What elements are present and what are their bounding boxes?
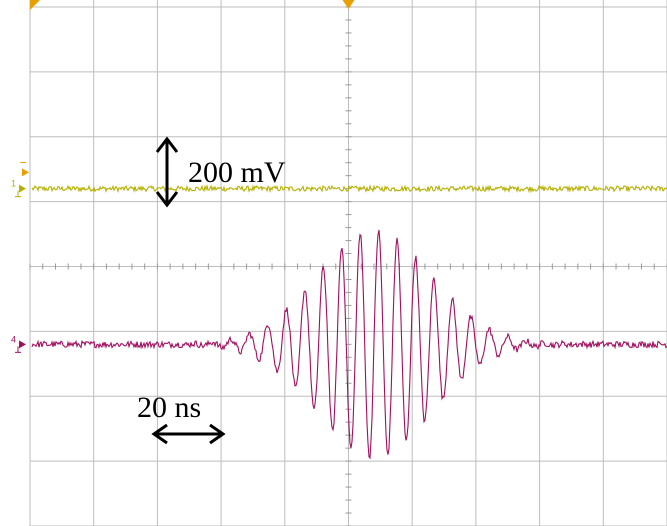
trigger-marker: [30, 0, 40, 10]
trace-channel-4: [31, 229, 667, 460]
trace-channel-1: [31, 184, 667, 194]
trigger-position-marker: [342, 0, 355, 9]
channel-marker-label: 4: [11, 334, 16, 344]
channel-marker-label: 1: [11, 179, 16, 189]
trigger-level-marker: [22, 168, 29, 177]
center-axis-ticks: [29, 6, 667, 526]
voltage-scale-arrow: [155, 136, 179, 208]
time-scale-arrow: [151, 423, 226, 445]
channel-marker-arrow: [19, 184, 26, 193]
time-scale-label: 20 ns: [137, 391, 201, 424]
voltage-scale-label: 200 mV: [188, 156, 286, 189]
channel-marker-arrow: [19, 340, 26, 349]
traces: [31, 184, 667, 460]
markers: 14: [11, 0, 355, 353]
